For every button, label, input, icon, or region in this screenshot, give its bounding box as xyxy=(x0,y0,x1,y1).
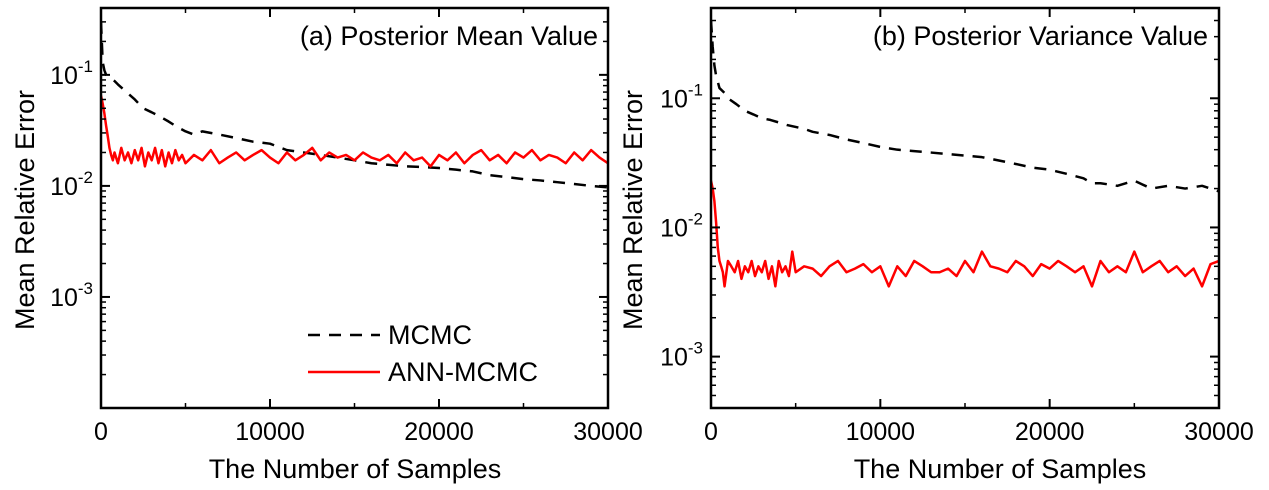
panel-a-xtick-label: 20000 xyxy=(404,418,474,446)
panel-a-ytick-label: 10-1 xyxy=(50,57,93,90)
legend-label-mcmc: MCMC xyxy=(388,320,472,350)
panel-a-xlabel: The Number of Samples xyxy=(209,454,502,484)
panel-b-plot-area: 0 10000 20000 30000 10-1 10-2 10-3 xyxy=(660,6,1254,446)
legend-label-ann-mcmc: ANN-MCMC xyxy=(388,357,538,387)
panel-b-xtick-label: 0 xyxy=(704,418,718,446)
panel-a-xtick-label: 10000 xyxy=(235,418,305,446)
panel-a-ylabel: Mean Relative Error xyxy=(10,90,40,330)
panel-b-series-group xyxy=(711,20,1219,288)
panel-b-ylabel: Mean Relative Error xyxy=(618,90,648,330)
panel-b-xtick-label: 10000 xyxy=(846,418,916,446)
panel-b-ytick-label: 10-2 xyxy=(660,209,703,242)
panel-a-series-ann-mcmc xyxy=(101,95,608,168)
panel-b-xtick-label: 30000 xyxy=(1184,418,1254,446)
panel-b-series-ann-mcmc xyxy=(711,180,1219,288)
panel-a-ytick-label: 10-3 xyxy=(50,279,93,312)
panel-a-plot-area: 0 10000 20000 30000 10-1 10-2 10-3 xyxy=(50,6,643,446)
panel-a-frame xyxy=(99,6,610,410)
panel-a-title: (a) Posterior Mean Value xyxy=(300,21,598,51)
panel-a-xtick-label: 0 xyxy=(94,418,108,446)
panel-a-series-group xyxy=(101,21,608,189)
panel-b-frame xyxy=(709,6,1221,410)
panel-b-ytick-label: 10-3 xyxy=(660,339,703,372)
panel-b-xlabel: The Number of Samples xyxy=(854,454,1147,484)
legend: MCMC ANN-MCMC xyxy=(308,320,538,387)
panel-b-xtick-label: 20000 xyxy=(1015,418,1085,446)
panel-b-title: (b) Posterior Variance Value xyxy=(873,21,1208,51)
panel-b-ytick-label: 10-1 xyxy=(660,80,703,113)
panel-a-xtick-label: 30000 xyxy=(573,418,643,446)
panel-b-series-mcmc xyxy=(711,20,1219,193)
panel-b: Mean Relative Error The Number of Sample… xyxy=(618,6,1254,484)
panel-a-ytick-label: 10-2 xyxy=(50,168,93,201)
panel-a-series-mcmc xyxy=(101,21,608,189)
panel-a: Mean Relative Error The Number of Sample… xyxy=(10,6,643,484)
